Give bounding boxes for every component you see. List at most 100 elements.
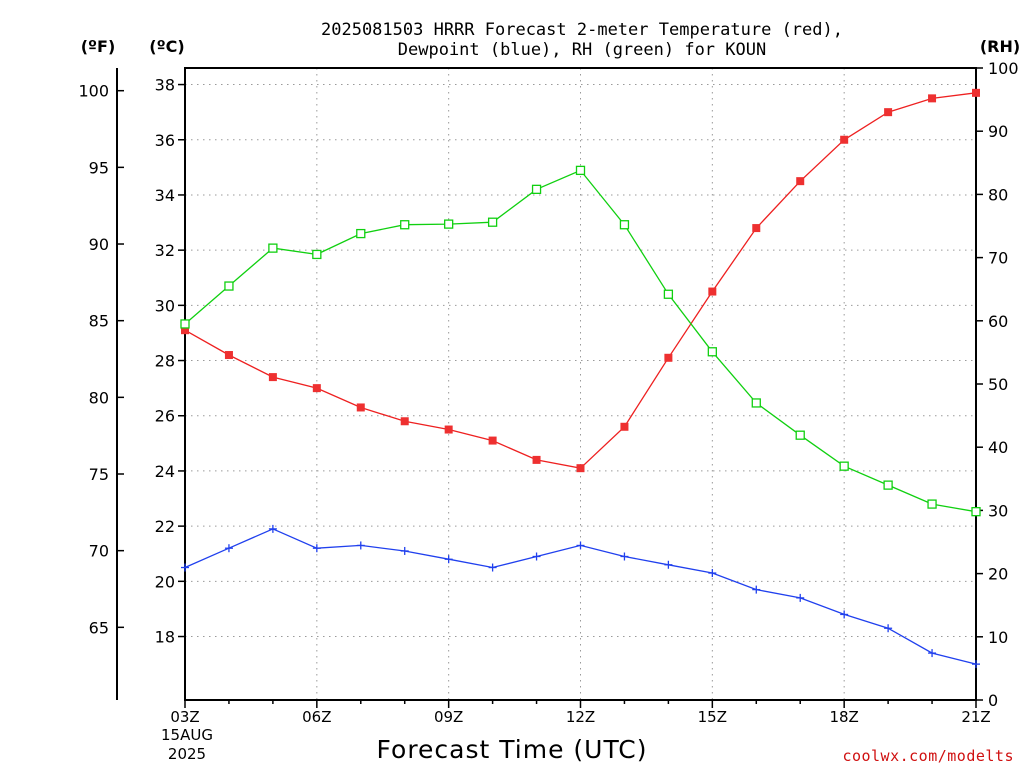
temperature-point <box>576 464 585 473</box>
date-label-year: 2025 <box>168 745 206 763</box>
temperature-point <box>840 135 849 144</box>
rh-tick-label: 80 <box>988 185 1008 204</box>
rh-tick-label: 0 <box>988 691 998 710</box>
fahrenheit-tick-label: 65 <box>89 618 109 637</box>
rh-point <box>971 507 981 517</box>
x-tick-label: 03Z <box>170 708 199 726</box>
rh-point <box>444 219 454 229</box>
chart-title-line-1: 2025081503 HRRR Forecast 2-meter Tempera… <box>321 20 843 40</box>
x-tick-label: 15Z <box>698 708 727 726</box>
temperature-point <box>356 403 365 412</box>
fahrenheit-tick-label: 85 <box>89 312 109 331</box>
rh-point <box>839 461 849 471</box>
fahrenheit-tick-label: 90 <box>89 235 109 254</box>
dewpoint-point <box>268 524 277 533</box>
rh-point <box>180 319 190 329</box>
temperature-point <box>312 384 321 393</box>
rh-point <box>927 499 937 509</box>
temperature-point <box>620 422 629 431</box>
rh-tick-label: 50 <box>988 375 1008 394</box>
dewpoint-point <box>488 563 497 572</box>
dewpoint-point <box>532 552 541 561</box>
x-tick-label: 06Z <box>302 708 331 726</box>
rh-point <box>883 480 893 490</box>
ticks-layer: 1820222426283032343638657075808590951000… <box>78 59 1018 726</box>
fahrenheit-tick-label: 80 <box>89 388 109 407</box>
dewpoint-point <box>840 610 849 619</box>
rh-tick-label: 10 <box>988 628 1008 647</box>
temperature-point <box>488 436 497 445</box>
rh-point <box>707 347 717 357</box>
dewpoint-point <box>620 552 629 561</box>
celsius-tick-label: 18 <box>155 628 175 647</box>
rh-tick-label: 90 <box>988 122 1008 141</box>
rh-point <box>312 249 322 260</box>
rh-tick-label: 60 <box>988 312 1008 331</box>
celsius-tick-label: 34 <box>155 186 175 205</box>
dewpoint-point <box>928 649 937 658</box>
dewpoint-point <box>312 544 321 553</box>
rh-tick-label: 100 <box>988 59 1019 78</box>
temperature-point <box>664 353 673 362</box>
rh-tick-label: 70 <box>988 249 1008 268</box>
celsius-tick-label: 36 <box>155 131 175 150</box>
dewpoint-point <box>884 624 893 633</box>
celsius-unit-label: (ºC) <box>149 37 184 56</box>
x-tick-label: 12Z <box>566 708 595 726</box>
temperature-point <box>972 88 980 97</box>
credit-link[interactable]: coolwx.com/modelts <box>842 747 1014 765</box>
celsius-tick-label: 24 <box>155 462 175 481</box>
x-tick-label: 18Z <box>829 708 858 726</box>
rh-point <box>268 243 278 253</box>
rh-point <box>795 430 805 440</box>
temperature-point <box>532 455 541 464</box>
dewpoint-point <box>972 660 980 669</box>
x-axis-title: Forecast Time (UTC) <box>377 735 648 764</box>
celsius-tick-label: 22 <box>155 517 175 536</box>
rh-point <box>356 228 366 239</box>
celsius-tick-label: 38 <box>155 76 175 95</box>
temperature-point <box>268 373 277 382</box>
x-tick-label: 21Z <box>961 708 990 726</box>
dewpoint-point <box>576 541 585 550</box>
celsius-tick-label: 20 <box>155 572 175 591</box>
dewpoint-point <box>356 541 365 550</box>
series-layer <box>180 88 981 669</box>
rh-point <box>619 220 630 230</box>
temperature-point <box>928 94 937 103</box>
temperature-line <box>184 92 977 469</box>
celsius-tick-label: 32 <box>155 241 175 260</box>
dewpoint-point <box>752 585 761 594</box>
rh-unit-label: (RH) <box>980 37 1020 56</box>
celsius-tick-label: 28 <box>155 352 175 371</box>
rh-point <box>224 281 234 291</box>
temperature-point <box>181 326 189 335</box>
dewpoint-point <box>664 560 673 569</box>
rh-point <box>400 220 410 230</box>
date-label-day: 15AUG <box>161 726 213 744</box>
fahrenheit-tick-label: 95 <box>89 158 109 177</box>
celsius-tick-label: 30 <box>155 296 175 315</box>
temperature-point <box>400 417 409 426</box>
celsius-tick-label: 26 <box>155 407 175 426</box>
rh-line <box>184 169 977 513</box>
fahrenheit-tick-label: 100 <box>78 82 109 101</box>
rh-tick-label: 30 <box>988 501 1008 520</box>
dewpoint-point <box>708 569 717 578</box>
dewpoint-point <box>796 593 805 602</box>
chart-title-line-2: Dewpoint (blue), RH (green) for KOUN <box>398 40 766 60</box>
rh-tick-label: 40 <box>988 438 1008 457</box>
fahrenheit-tick-label: 70 <box>89 542 109 561</box>
temperature-point <box>752 224 761 233</box>
dewpoint-point <box>181 563 189 572</box>
fahrenheit-unit-label: (ºF) <box>81 37 116 56</box>
dewpoint-point <box>400 546 409 555</box>
axes-layer <box>116 67 977 701</box>
dewpoint-point <box>224 544 233 553</box>
fahrenheit-tick-label: 75 <box>89 465 109 484</box>
temperature-point <box>884 108 893 117</box>
rh-point <box>531 184 542 194</box>
temperature-point <box>708 287 717 296</box>
